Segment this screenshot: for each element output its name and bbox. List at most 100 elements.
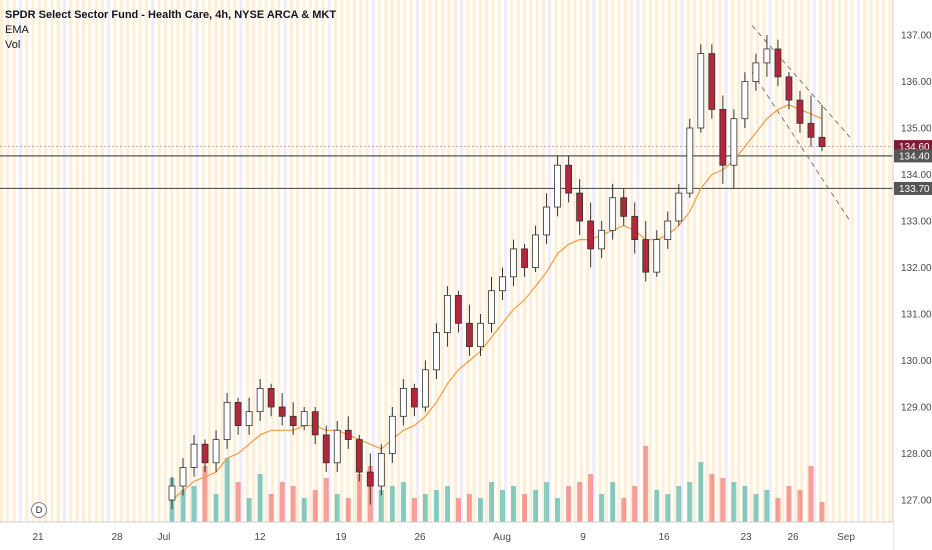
volume-indicator-label[interactable]: Vol bbox=[5, 39, 21, 51]
price-tick-label: 129.00 bbox=[901, 403, 932, 414]
volume-bar bbox=[764, 490, 770, 522]
candle bbox=[201, 439, 209, 473]
session-band bbox=[806, 0, 810, 522]
candle bbox=[278, 393, 286, 426]
session-band bbox=[856, 0, 860, 522]
session-band bbox=[365, 0, 369, 522]
price-tag-bg bbox=[894, 181, 932, 195]
session-band bbox=[182, 0, 186, 522]
session-bands bbox=[0, 0, 892, 522]
candle-body bbox=[730, 118, 738, 166]
session-band bbox=[560, 0, 564, 522]
candle-body bbox=[554, 164, 561, 208]
chart-legend: SPDR Select Sector Fund - Health Care, 4… bbox=[5, 8, 336, 53]
candle-body bbox=[466, 322, 473, 347]
session-band bbox=[371, 0, 375, 522]
candle-body bbox=[620, 197, 628, 217]
volume-bar bbox=[577, 482, 583, 522]
volume-bar bbox=[334, 494, 340, 522]
price-tick-label: 137.00 bbox=[901, 31, 932, 42]
session-band bbox=[485, 0, 489, 522]
volume-bar bbox=[786, 486, 792, 522]
session-band bbox=[724, 0, 728, 522]
candle-body bbox=[774, 48, 782, 78]
session-band bbox=[787, 0, 791, 522]
session-band bbox=[680, 0, 684, 522]
candle-body bbox=[785, 76, 793, 101]
candle-body bbox=[686, 127, 694, 194]
candle-body bbox=[697, 53, 705, 129]
volume-bar bbox=[477, 498, 483, 522]
session-band bbox=[630, 0, 634, 522]
time-tick-label: 21 bbox=[32, 532, 44, 543]
session-band bbox=[648, 0, 653, 522]
volume-bar bbox=[301, 498, 307, 522]
trend-channel bbox=[751, 25, 851, 222]
volume-bar bbox=[213, 494, 219, 522]
volume-bar bbox=[709, 474, 715, 522]
candle-body bbox=[245, 411, 253, 426]
price-tick-label: 132.00 bbox=[901, 263, 932, 274]
volume-bar bbox=[511, 486, 517, 522]
session-band bbox=[25, 0, 29, 522]
candle bbox=[653, 230, 661, 277]
candle-body bbox=[510, 248, 517, 278]
volume-bar bbox=[312, 490, 318, 522]
session-band bbox=[453, 0, 457, 522]
candle bbox=[631, 202, 639, 254]
candle bbox=[466, 304, 473, 356]
session-band bbox=[176, 0, 180, 522]
volume-bar bbox=[257, 474, 263, 522]
dividend-marker-icon[interactable]: D bbox=[31, 502, 47, 518]
session-band bbox=[567, 0, 571, 522]
session-band bbox=[289, 0, 293, 522]
session-band bbox=[239, 0, 243, 522]
candle bbox=[289, 402, 297, 435]
session-band bbox=[529, 0, 533, 522]
session-band bbox=[107, 0, 111, 522]
volume-bar bbox=[819, 502, 825, 522]
ema-indicator-label[interactable]: EMA bbox=[5, 24, 29, 36]
candle-body bbox=[212, 439, 220, 464]
volume-bar bbox=[676, 486, 682, 522]
candlesticks bbox=[168, 35, 826, 510]
session-band bbox=[63, 0, 67, 522]
session-band bbox=[384, 0, 388, 522]
session-band bbox=[491, 0, 495, 522]
volume-bar bbox=[433, 490, 439, 522]
volume-bar bbox=[808, 466, 814, 522]
session-band bbox=[220, 0, 224, 522]
volume-bar bbox=[356, 474, 362, 522]
session-band bbox=[661, 0, 665, 522]
candle bbox=[543, 193, 550, 245]
candle-body bbox=[598, 229, 606, 250]
price-tick-label: 128.00 bbox=[901, 449, 932, 460]
session-band bbox=[768, 0, 772, 522]
candle-body bbox=[433, 332, 440, 371]
ema-line bbox=[171, 104, 823, 501]
candle-body bbox=[444, 294, 451, 333]
candle-body bbox=[410, 387, 418, 408]
candle-body bbox=[741, 81, 749, 120]
session-band bbox=[403, 0, 407, 522]
session-band bbox=[844, 0, 848, 522]
session-band bbox=[126, 0, 130, 522]
candle bbox=[267, 383, 275, 417]
volume-bar bbox=[698, 462, 704, 522]
candle-body bbox=[399, 387, 407, 417]
session-band bbox=[422, 0, 426, 522]
session-band bbox=[327, 0, 331, 522]
volume-bar bbox=[466, 494, 472, 522]
volume-bar bbox=[753, 494, 759, 522]
candle bbox=[708, 44, 716, 119]
volume-bar bbox=[566, 486, 572, 522]
price-tag-label: 133.70 bbox=[899, 184, 930, 195]
session-band bbox=[598, 0, 602, 522]
candle bbox=[223, 393, 231, 449]
price-tick-label: 135.00 bbox=[901, 124, 932, 135]
session-band bbox=[604, 0, 608, 522]
session-band bbox=[623, 0, 627, 522]
candle-body bbox=[664, 220, 672, 241]
